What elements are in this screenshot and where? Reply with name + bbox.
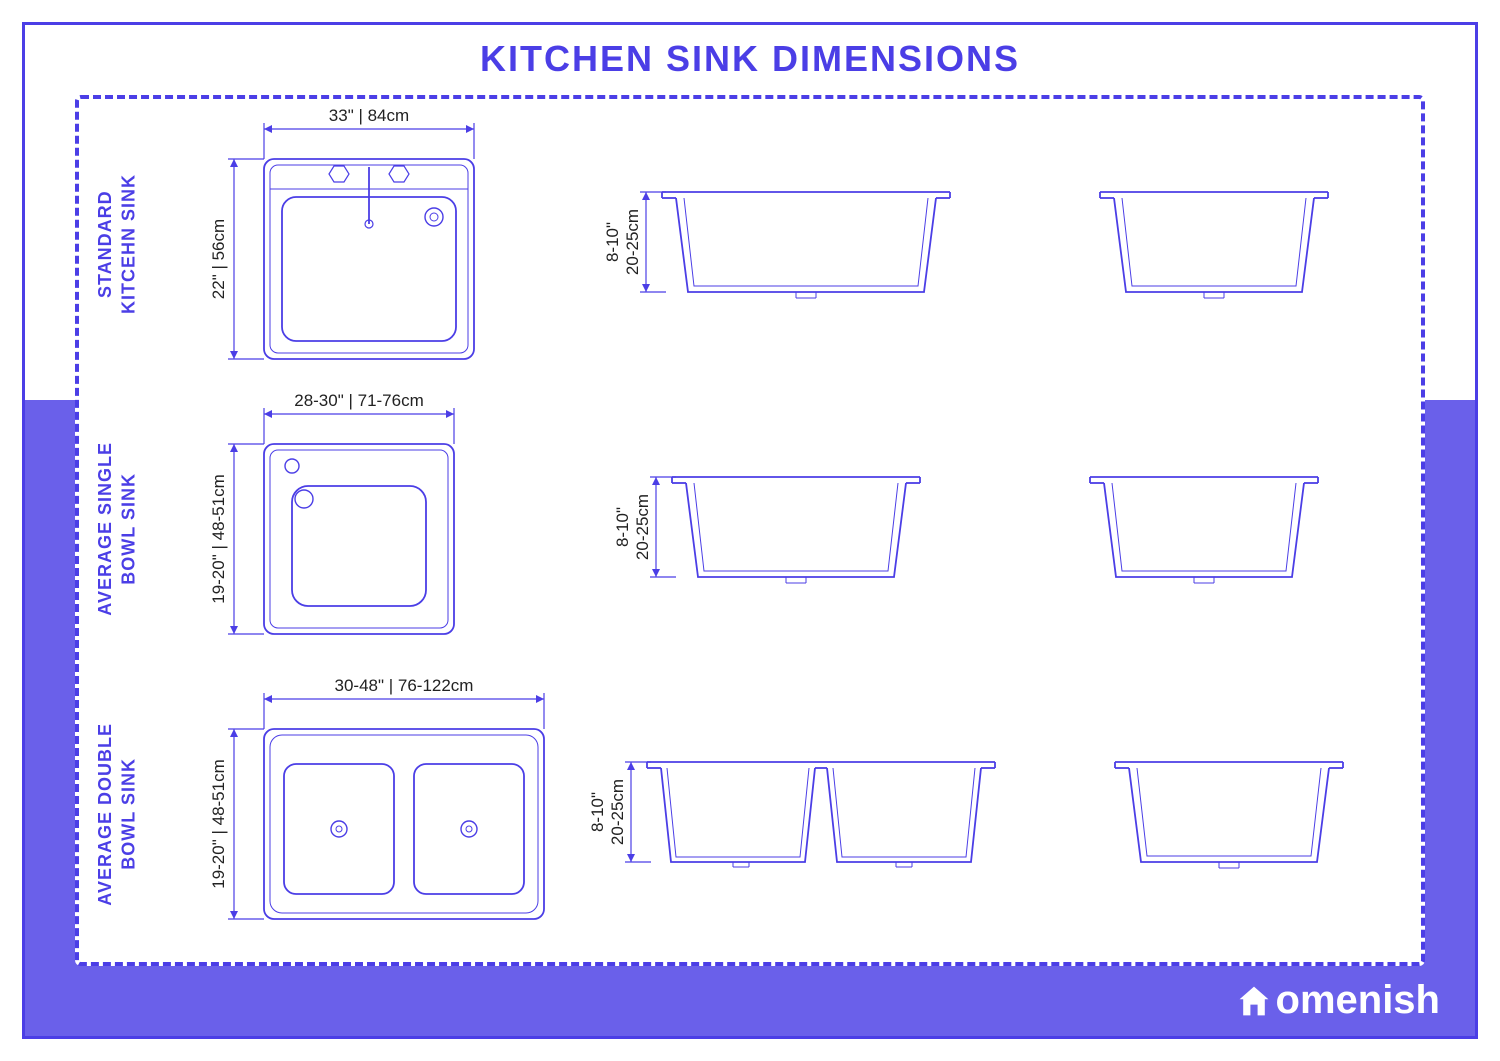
row-label-standard: STANDARD KITCEHN SINK: [94, 174, 164, 314]
brand-text: omenish: [1276, 978, 1440, 1023]
svg-text:20-25cm: 20-25cm: [623, 208, 642, 274]
svg-text:33" | 84cm: 33" | 84cm: [329, 106, 409, 125]
row-double: AVERAGE DOUBLE BOWL SINK 30-48" | 76-122…: [79, 674, 1421, 954]
sideview-single-side: [1084, 437, 1324, 622]
label-line: AVERAGE DOUBLE: [95, 723, 115, 906]
sideviews-single: 8-10"20-25cm: [514, 389, 1421, 669]
topview-standard: 33" | 84cm 22" | 56cm: [174, 104, 514, 384]
sideviews-standard: 8-10"20-25cm: [514, 104, 1421, 384]
topview-double: 30-48" | 76-122cm 19-20" | 48-51cm: [174, 674, 514, 954]
svg-text:8-10": 8-10": [603, 221, 622, 261]
svg-text:22" | 56cm: 22" | 56cm: [209, 219, 228, 299]
row-label-double: AVERAGE DOUBLE BOWL SINK: [94, 723, 164, 906]
row-single: AVERAGE SINGLE BOWL SINK 28-30" | 71-76c…: [79, 389, 1421, 669]
content-card: STANDARD KITCEHN SINK 33" | 84cm 22" | 56…: [75, 95, 1425, 966]
svg-text:8-10": 8-10": [588, 791, 607, 831]
house-icon: [1236, 983, 1272, 1019]
svg-text:20-25cm: 20-25cm: [608, 778, 627, 844]
svg-text:28-30" | 71-76cm: 28-30" | 71-76cm: [294, 391, 424, 410]
row-label-single: AVERAGE SINGLE BOWL SINK: [94, 442, 164, 616]
svg-text:30-48" | 76-122cm: 30-48" | 76-122cm: [335, 676, 474, 695]
label-line: STANDARD: [95, 190, 115, 298]
svg-text:19-20" | 48-51cm: 19-20" | 48-51cm: [209, 759, 228, 889]
svg-text:8-10": 8-10": [613, 506, 632, 546]
sideview-standard-side: [1094, 152, 1334, 337]
label-line: AVERAGE SINGLE: [95, 442, 115, 616]
page-title: KITCHEN SINK DIMENSIONS: [0, 38, 1500, 80]
sideviews-double: 8-10"20-25cm: [514, 674, 1421, 954]
sideview-double-side: [1109, 722, 1349, 907]
sideview-double-front: 8-10"20-25cm: [586, 722, 986, 907]
row-standard: STANDARD KITCEHN SINK 33" | 84cm 22" | 56…: [79, 104, 1421, 384]
sideview-standard-front: 8-10"20-25cm: [601, 152, 941, 337]
brand-logo: omenish: [1236, 978, 1440, 1023]
svg-text:20-25cm: 20-25cm: [633, 493, 652, 559]
sideview-single-front: 8-10"20-25cm: [611, 437, 911, 622]
svg-text:19-20" | 48-51cm: 19-20" | 48-51cm: [209, 474, 228, 604]
label-line: BOWL SINK: [118, 758, 138, 870]
label-line: BOWL SINK: [118, 473, 138, 585]
label-line: KITCEHN SINK: [118, 174, 138, 314]
topview-single: 28-30" | 71-76cm 19-20" | 48-51cm: [174, 389, 514, 669]
